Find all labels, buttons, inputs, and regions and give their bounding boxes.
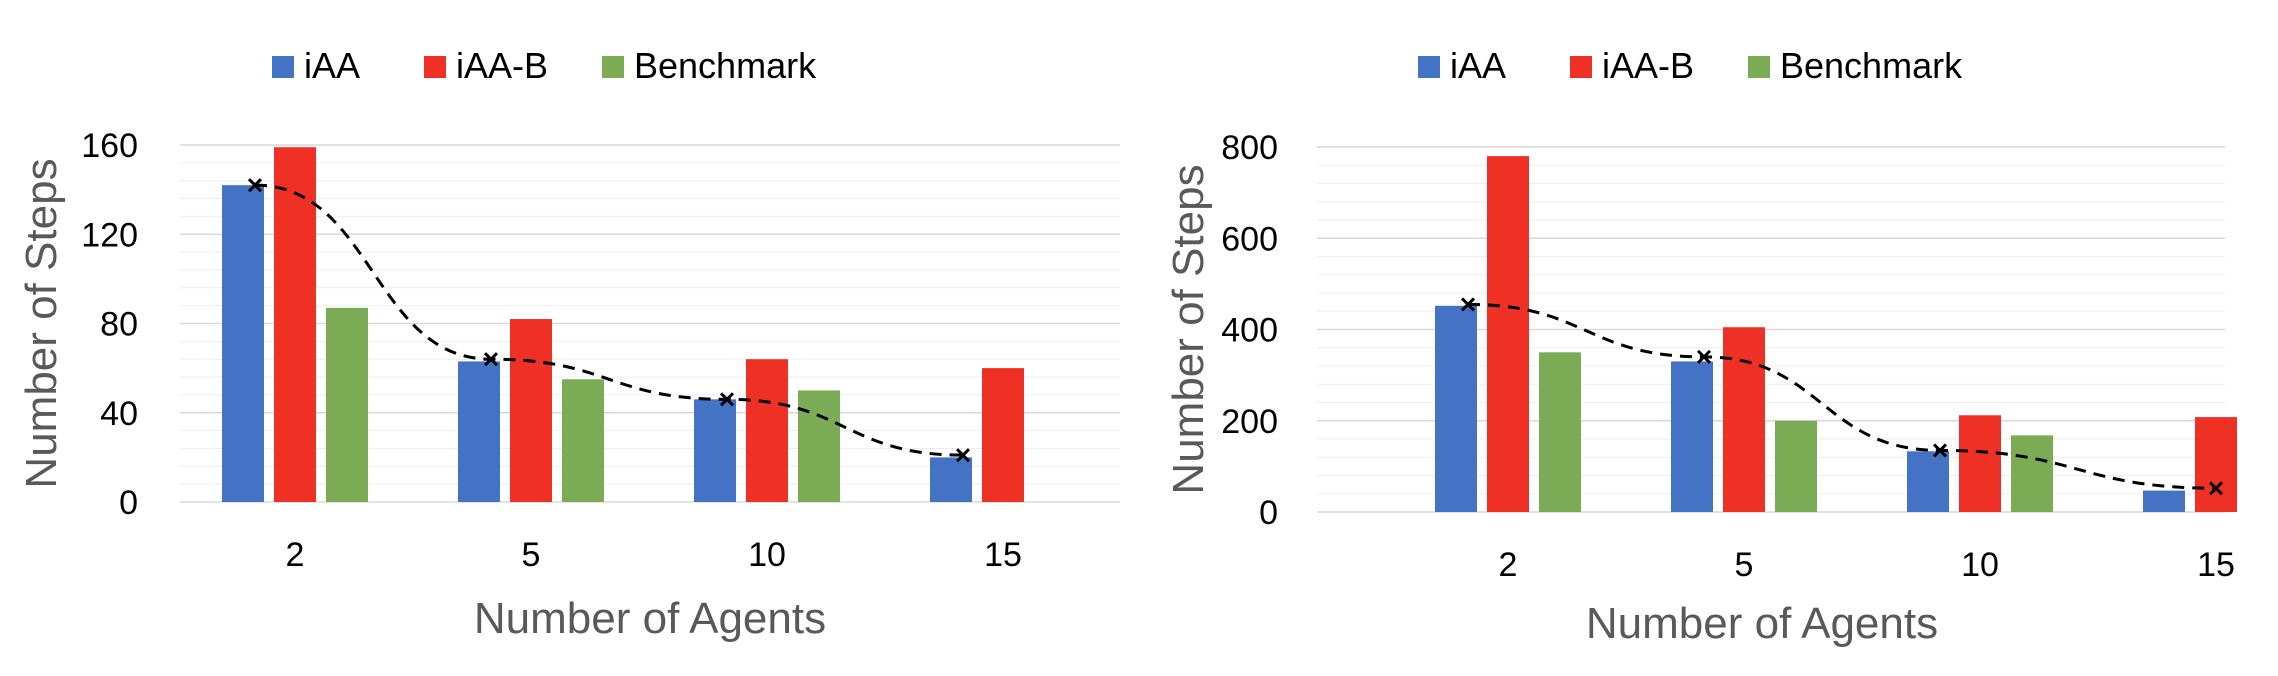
x-tick-label: 15 [984, 536, 1022, 574]
trend-marker-x [1460, 297, 1476, 312]
bar-iaa [1907, 451, 1949, 512]
legend-label-iaa-b: iAA-B [1602, 45, 1694, 86]
bar-iaa-b [2195, 417, 2237, 512]
trend-marker-x [719, 392, 735, 407]
y-axis-title: Number of Steps [17, 158, 66, 488]
bar-iaa-b [1487, 156, 1529, 512]
y-tick-label: 160 [81, 127, 138, 165]
legend: iAA iAA-B Benchmark [1418, 45, 1963, 86]
bar-benchmark [1775, 420, 1817, 512]
y-axis-title: Number of Steps [1164, 164, 1213, 494]
bar-benchmark [2011, 435, 2053, 512]
legend-label-benchmark: Benchmark [1780, 45, 1963, 86]
legend: iAA iAA-B Benchmark [272, 45, 817, 86]
y-tick-label: 0 [1259, 494, 1278, 532]
trend-marker-x [2208, 481, 2224, 496]
y-tick-label: 120 [81, 216, 138, 254]
chart-1: 0 40 80 120 160 Number of Steps Number of Agen… [17, 45, 1120, 643]
x-tick-label: 10 [748, 536, 786, 574]
bar-benchmark [562, 379, 604, 502]
legend-swatch-iaa-b [424, 56, 446, 78]
gridlines [180, 144, 1120, 503]
trend-line [1467, 302, 2217, 490]
x-tick-label: 2 [286, 536, 305, 574]
trend-marker-x [1696, 349, 1712, 364]
y-tick-label: 800 [1221, 129, 1278, 167]
legend-swatch-iaa-b [1570, 56, 1592, 78]
bar-iaa-b [982, 368, 1024, 502]
x-tick-label: 5 [522, 536, 541, 574]
legend-swatch-benchmark [602, 56, 624, 78]
trend-marker-x [483, 352, 499, 367]
x-tick-label: 10 [1961, 546, 1999, 584]
x-axis-title: Number of Agents [1586, 599, 1938, 648]
bar-iaa-b [510, 319, 552, 502]
bar-iaa-b [274, 147, 316, 502]
legend-swatch-iaa [1418, 56, 1440, 78]
bar-iaa-b [746, 359, 788, 502]
legend-swatch-benchmark [1748, 56, 1770, 78]
y-tick-label: 400 [1221, 312, 1278, 350]
bar-iaa [2143, 490, 2185, 512]
bar-iaa [694, 399, 736, 502]
legend-label-iaa-b: iAA-B [456, 45, 548, 86]
trend-line [254, 183, 964, 457]
y-tick-label: 40 [100, 395, 138, 433]
bar-iaa [1671, 361, 1713, 512]
bar-benchmark [798, 390, 840, 502]
bar-iaa [222, 185, 264, 502]
trend-marker-x [247, 178, 263, 193]
legend-label-iaa: iAA [304, 45, 360, 86]
legend-label-iaa: iAA [1450, 45, 1506, 86]
legend-swatch-iaa [272, 56, 294, 78]
x-tick-label: 5 [1735, 546, 1754, 584]
x-axis-title: Number of Agents [474, 594, 826, 643]
y-tick-label: 600 [1221, 220, 1278, 258]
x-tick-label: 15 [2197, 546, 2235, 584]
y-tick-label: 0 [119, 484, 138, 522]
bar-iaa [458, 361, 500, 502]
bar-iaa-b [1723, 327, 1765, 512]
bar-benchmark [326, 307, 368, 502]
x-tick-label: 2 [1499, 546, 1518, 584]
trend-marker-x [955, 448, 971, 463]
bar-iaa [1435, 305, 1477, 512]
y-tick-label: 200 [1221, 403, 1278, 441]
y-tick-label: 80 [100, 306, 138, 344]
bar-iaa [930, 457, 972, 502]
bar-iaa-b [1959, 415, 2001, 512]
legend-label-benchmark: Benchmark [634, 45, 817, 86]
trend-marker-x [1932, 443, 1948, 458]
bar-benchmark [1539, 352, 1581, 512]
